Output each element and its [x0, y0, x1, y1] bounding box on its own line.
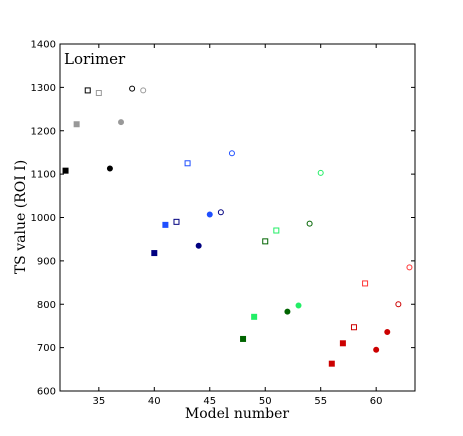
filled-circle-point	[384, 329, 391, 336]
open-square-point	[273, 227, 280, 234]
plot-frame	[59, 43, 416, 392]
y-tick-label: 1000	[31, 213, 56, 224]
x-tick-label: 35	[92, 396, 105, 407]
filled-square-point	[162, 221, 169, 228]
filled-circle-point	[295, 302, 302, 309]
open-square-point	[184, 160, 191, 167]
y-axis-label: TS value (ROI I)	[13, 160, 29, 274]
filled-square-point	[328, 360, 335, 367]
open-circle-point	[228, 150, 235, 157]
open-circle-point	[406, 264, 413, 271]
filled-square-point	[240, 335, 247, 342]
open-circle-point	[129, 85, 136, 92]
open-square-point	[362, 280, 369, 287]
y-tick-label: 700	[37, 343, 56, 354]
filled-circle-point	[118, 119, 125, 126]
x-tick-label: 60	[370, 396, 383, 407]
y-tick-label: 1300	[31, 83, 56, 94]
open-square-point	[84, 87, 91, 94]
filled-square-point	[62, 167, 69, 174]
x-tick-label: 40	[148, 396, 161, 407]
filled-circle-point	[206, 211, 213, 218]
filled-square-point	[251, 313, 258, 320]
open-circle-point	[317, 169, 324, 176]
y-tick-label: 900	[37, 256, 56, 267]
filled-circle-point	[195, 242, 202, 249]
filled-circle-point	[373, 346, 380, 353]
y-tick-label: 1400	[31, 40, 56, 51]
open-circle-point	[217, 209, 224, 216]
x-tick-label: 50	[259, 396, 272, 407]
y-tick-label: 800	[37, 300, 56, 311]
y-tick-label: 1100	[31, 170, 56, 181]
chart-title: Lorimer	[64, 50, 126, 68]
ticks-layer: 35 40 45 50 55 60 600 700 800 900 1000 1100 1200 1300…	[31, 40, 415, 407]
y-tick-label: 1200	[31, 126, 56, 137]
filled-square-point	[73, 121, 80, 128]
points-layer	[62, 85, 413, 367]
open-square-point	[350, 324, 357, 331]
open-circle-point	[306, 220, 313, 227]
x-tick-label: 55	[314, 396, 327, 407]
open-square-point	[173, 218, 180, 225]
open-square-point	[262, 238, 269, 245]
y-tick-label: 600	[37, 387, 56, 398]
open-circle-point	[140, 87, 147, 94]
filled-square-point	[151, 250, 158, 257]
filled-square-point	[339, 340, 346, 347]
filled-circle-point	[284, 308, 291, 315]
filled-circle-point	[106, 165, 113, 172]
open-circle-point	[395, 301, 402, 308]
x-axis-label: Model number	[185, 406, 289, 422]
open-square-point	[95, 90, 102, 97]
x-tick-label: 45	[203, 396, 216, 407]
